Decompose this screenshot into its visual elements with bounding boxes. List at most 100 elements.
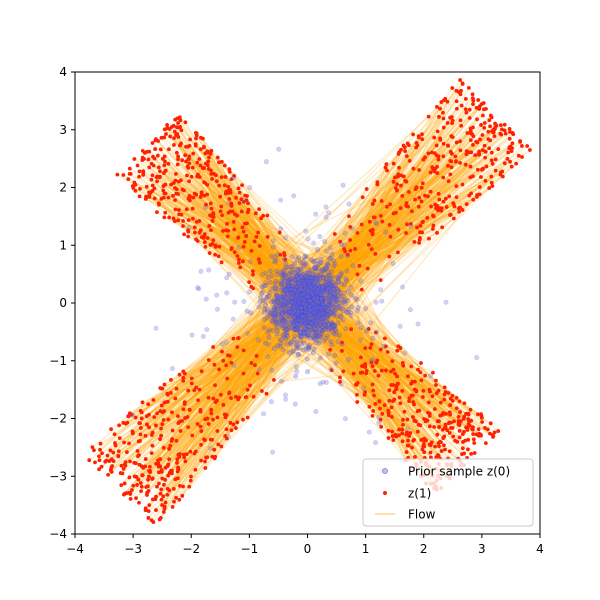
z1-point — [492, 134, 497, 139]
prior-point — [283, 261, 289, 267]
z1-point — [98, 447, 102, 452]
flow-line — [287, 279, 435, 489]
prior-point — [303, 256, 309, 262]
flow-line — [178, 181, 330, 312]
z1-point — [468, 138, 473, 143]
flow-line — [174, 199, 305, 310]
prior-point — [383, 229, 389, 235]
flow-line — [190, 308, 315, 477]
z1-point — [199, 235, 204, 239]
flow-line — [158, 166, 335, 300]
prior-point — [292, 333, 298, 339]
flow-line — [302, 144, 449, 319]
z1-point — [391, 438, 396, 442]
z1-point — [126, 414, 131, 419]
prior-point — [277, 337, 283, 343]
z1-point — [427, 387, 432, 392]
z1-point — [162, 215, 167, 220]
flow-line — [287, 314, 466, 442]
flow-line — [229, 307, 321, 357]
prior-point — [307, 311, 313, 317]
flow-line — [303, 310, 392, 386]
prior-point — [230, 175, 236, 181]
flow-line — [196, 221, 297, 302]
prior-point — [298, 307, 304, 313]
z1-point — [208, 201, 213, 206]
z1-point — [144, 184, 149, 189]
z1-point — [454, 395, 459, 400]
z1-point — [388, 234, 393, 239]
z1-point — [406, 204, 410, 209]
z1-point — [458, 78, 463, 82]
prior-point — [307, 335, 313, 341]
flow-line — [189, 287, 314, 411]
z1-point — [221, 403, 226, 407]
z1-point — [434, 383, 438, 387]
z1-point — [191, 216, 195, 221]
z1-point — [109, 427, 113, 432]
prior-point — [286, 277, 292, 283]
flow-line — [315, 328, 446, 451]
z1-point — [508, 130, 512, 134]
z1-point — [462, 429, 466, 434]
z1-point — [405, 222, 409, 227]
flow-line — [209, 151, 337, 287]
z1-point — [249, 284, 254, 289]
z1-point — [186, 234, 191, 239]
z1-point — [211, 211, 216, 216]
prior-point — [226, 434, 232, 440]
z1-point — [436, 191, 441, 196]
flow-line — [225, 312, 318, 366]
z1-point — [151, 398, 156, 402]
flow-line — [293, 321, 422, 441]
prior-point — [224, 275, 230, 281]
z1-point — [146, 402, 151, 407]
flow-line — [320, 217, 428, 309]
flow-line — [198, 220, 309, 336]
z1-point — [198, 163, 203, 168]
flow-line — [309, 301, 358, 396]
flow-line — [308, 93, 462, 302]
prior-point — [343, 276, 349, 282]
z1-point — [240, 225, 245, 230]
flow-line — [319, 233, 374, 330]
z1-point — [159, 386, 163, 391]
prior-point — [258, 295, 264, 301]
flow-line — [142, 316, 325, 403]
flow-line — [154, 343, 292, 500]
flow-line — [167, 320, 285, 396]
flow-line — [322, 310, 390, 414]
prior-point — [303, 290, 309, 296]
flow-line — [227, 190, 319, 333]
flow-line — [200, 321, 307, 461]
flow-line — [137, 317, 283, 481]
z1-point — [398, 346, 403, 350]
z1-point — [179, 128, 184, 133]
flow-line — [204, 324, 296, 441]
flow-line — [246, 222, 315, 300]
prior-point — [381, 343, 387, 349]
flow-line — [293, 302, 469, 428]
flow-line — [132, 311, 334, 434]
z1-point — [181, 219, 185, 223]
z1-point — [103, 459, 108, 464]
flow-line — [203, 146, 273, 257]
z1-point — [483, 155, 488, 160]
flow-line — [236, 255, 312, 304]
z1-point — [410, 393, 415, 398]
z1-point — [467, 107, 472, 112]
flow-line — [333, 333, 444, 414]
z1-point — [439, 208, 444, 213]
flow-line — [354, 101, 449, 299]
z1-point — [138, 432, 143, 437]
flow-line — [233, 175, 283, 304]
z1-point — [422, 444, 427, 449]
flow-line — [228, 198, 323, 301]
z1-point — [420, 137, 425, 142]
flow-line — [315, 297, 480, 430]
flow-line — [160, 148, 320, 337]
z1-point — [203, 245, 208, 249]
prior-point — [304, 356, 310, 362]
z1-point — [246, 201, 250, 206]
z1-point — [162, 400, 167, 405]
